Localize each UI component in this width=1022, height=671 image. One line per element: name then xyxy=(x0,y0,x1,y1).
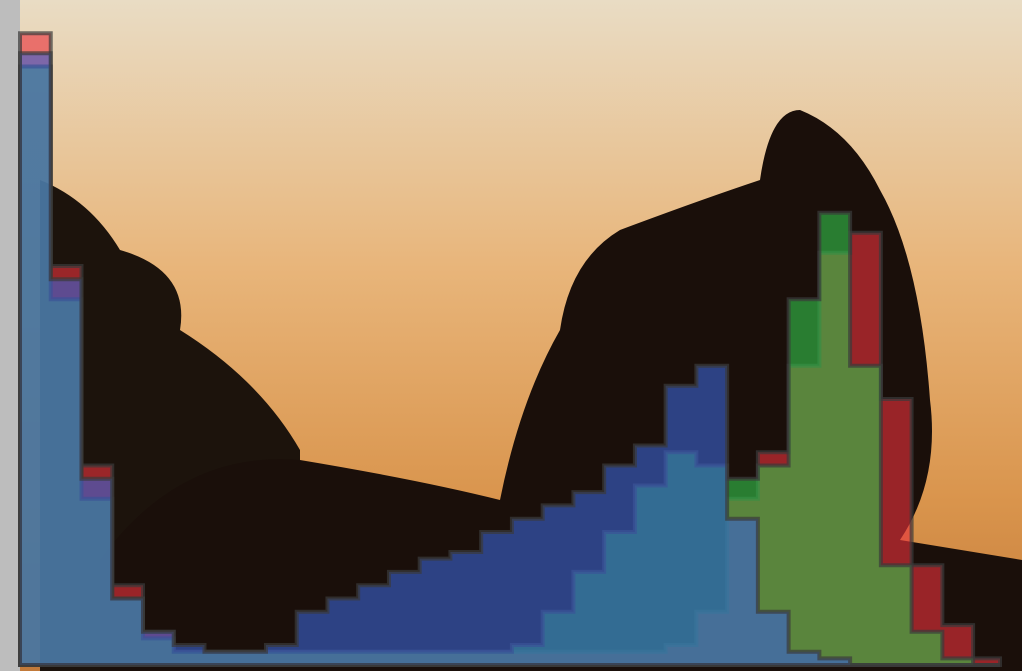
histogram-area xyxy=(18,51,1000,667)
left-edge xyxy=(0,0,20,671)
